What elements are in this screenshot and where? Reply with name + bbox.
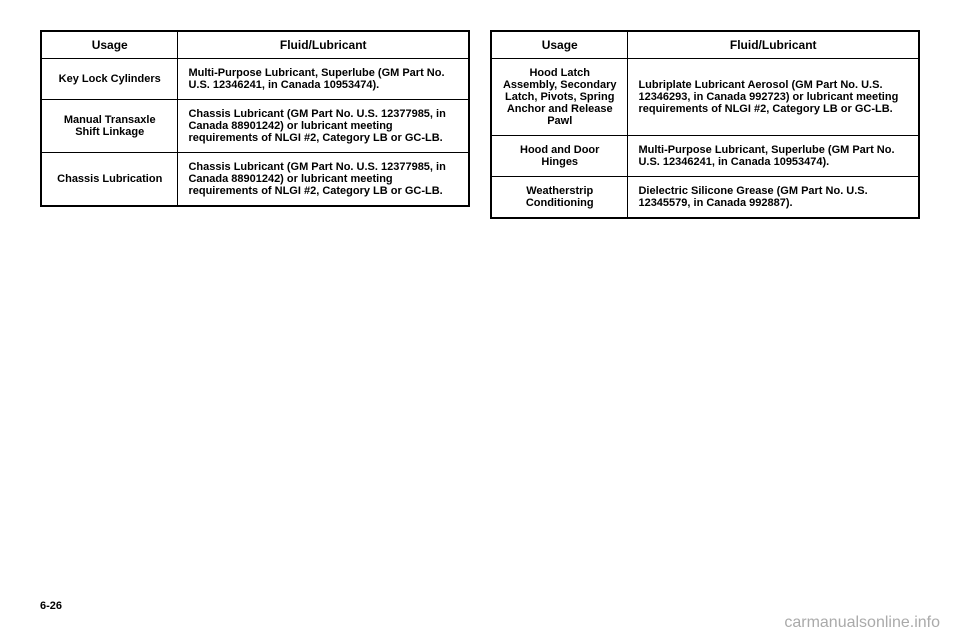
fluid-header: Fluid/Lubricant bbox=[628, 31, 919, 59]
usage-cell: Chassis Lubrication bbox=[41, 153, 178, 207]
usage-header: Usage bbox=[491, 31, 628, 59]
fluid-cell: Chassis Lubricant (GM Part No. U.S. 1237… bbox=[178, 100, 469, 153]
fluid-cell: Chassis Lubricant (GM Part No. U.S. 1237… bbox=[178, 153, 469, 207]
table-row: Chassis Lubrication Chassis Lubricant (G… bbox=[41, 153, 469, 207]
usage-cell: Hood Latch Assembly, Secondary Latch, Pi… bbox=[491, 59, 628, 136]
fluid-cell: Multi-Purpose Lubricant, Superlube (GM P… bbox=[628, 136, 919, 177]
usage-cell: Hood and Door Hinges bbox=[491, 136, 628, 177]
usage-cell: Weatherstrip Conditioning bbox=[491, 177, 628, 219]
page-number: 6-26 bbox=[40, 600, 62, 612]
table-header-row: Usage Fluid/Lubricant bbox=[41, 31, 469, 59]
fluid-cell: Dielectric Silicone Grease (GM Part No. … bbox=[628, 177, 919, 219]
left-lubricant-table: Usage Fluid/Lubricant Key Lock Cylinders… bbox=[40, 30, 470, 207]
usage-cell: Manual Transaxle Shift Linkage bbox=[41, 100, 178, 153]
watermark: carmanualsonline.info bbox=[784, 614, 940, 632]
right-lubricant-table: Usage Fluid/Lubricant Hood Latch Assembl… bbox=[490, 30, 920, 219]
table-row: Manual Transaxle Shift Linkage Chassis L… bbox=[41, 100, 469, 153]
fluid-cell: Lubriplate Lubricant Aerosol (GM Part No… bbox=[628, 59, 919, 136]
table-row: Weatherstrip Conditioning Dielectric Sil… bbox=[491, 177, 919, 219]
fluid-header: Fluid/Lubricant bbox=[178, 31, 469, 59]
tables-container: Usage Fluid/Lubricant Key Lock Cylinders… bbox=[40, 30, 920, 219]
table-row: Key Lock Cylinders Multi-Purpose Lubrica… bbox=[41, 59, 469, 100]
fluid-cell: Multi-Purpose Lubricant, Superlube (GM P… bbox=[178, 59, 469, 100]
usage-header: Usage bbox=[41, 31, 178, 59]
table-header-row: Usage Fluid/Lubricant bbox=[491, 31, 919, 59]
usage-cell: Key Lock Cylinders bbox=[41, 59, 178, 100]
table-row: Hood Latch Assembly, Secondary Latch, Pi… bbox=[491, 59, 919, 136]
table-row: Hood and Door Hinges Multi-Purpose Lubri… bbox=[491, 136, 919, 177]
